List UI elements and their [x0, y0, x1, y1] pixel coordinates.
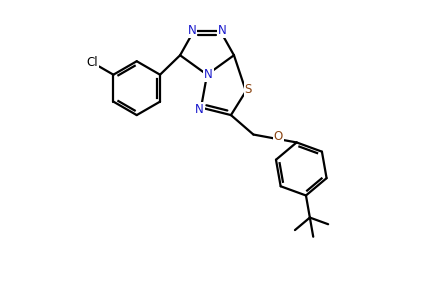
Text: N: N	[217, 24, 226, 37]
Text: N: N	[187, 24, 196, 37]
Text: O: O	[273, 130, 282, 143]
Text: N: N	[195, 103, 204, 116]
Text: S: S	[244, 83, 251, 96]
Text: N: N	[204, 68, 212, 81]
Text: Cl: Cl	[87, 56, 98, 69]
